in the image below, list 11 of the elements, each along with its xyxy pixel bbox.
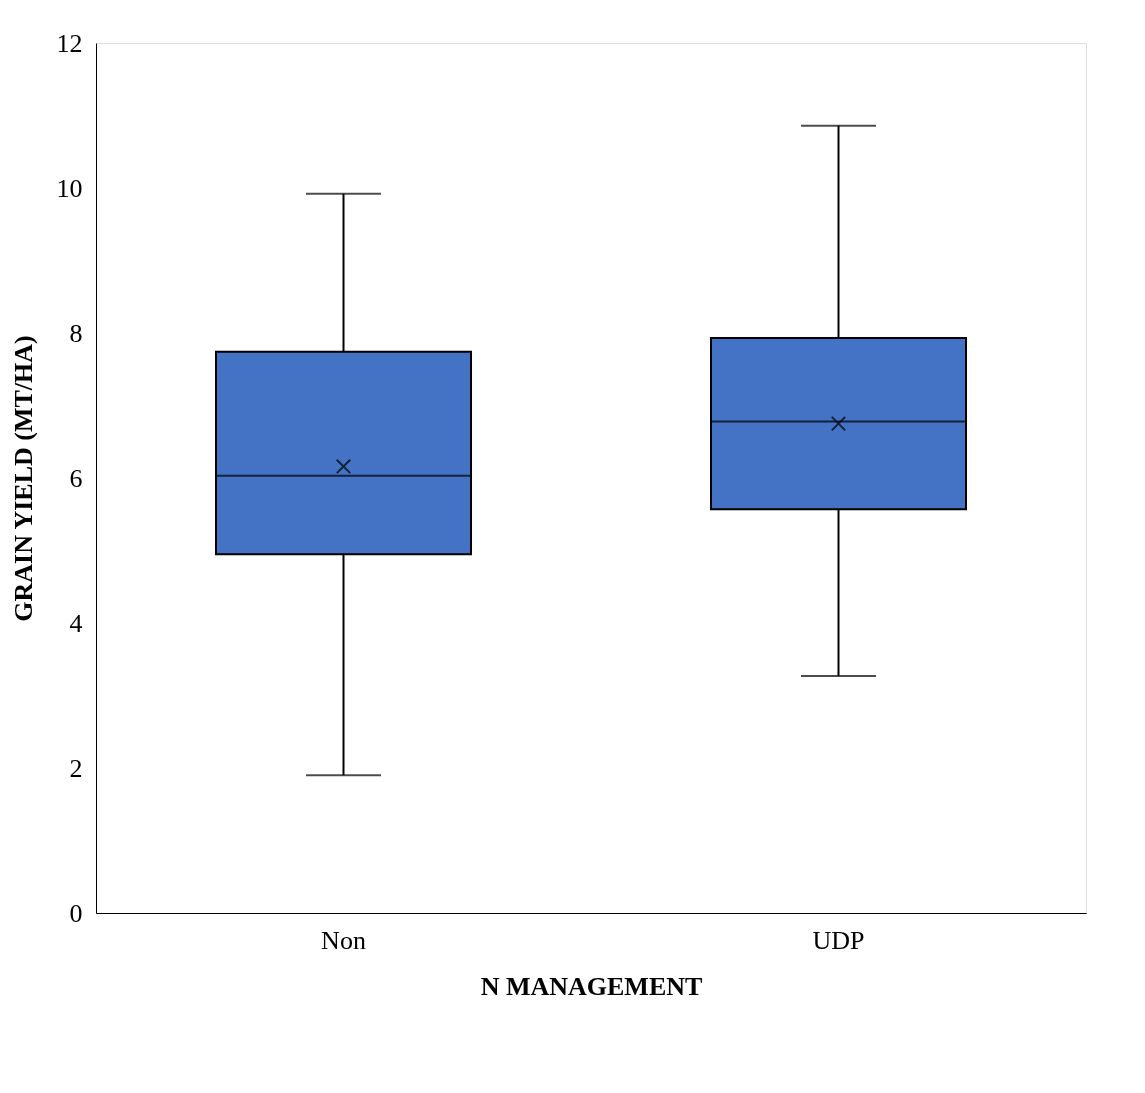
x-axis-title: N MANAGEMENT: [480, 971, 703, 1001]
y-tick-label: 0: [69, 898, 83, 928]
x-tick-label: Non: [321, 925, 366, 955]
y-tick-label: 4: [69, 608, 83, 638]
x-tick-label: UDP: [812, 925, 865, 955]
y-tick-label: 8: [69, 318, 83, 348]
y-tick-label: 2: [69, 753, 83, 783]
y-axis-title: GRAIN YIELD (MT/HA): [8, 335, 38, 622]
y-tick-label: 12: [56, 28, 83, 58]
y-tick-label: 10: [56, 173, 83, 203]
y-tick-label: 6: [69, 463, 83, 493]
